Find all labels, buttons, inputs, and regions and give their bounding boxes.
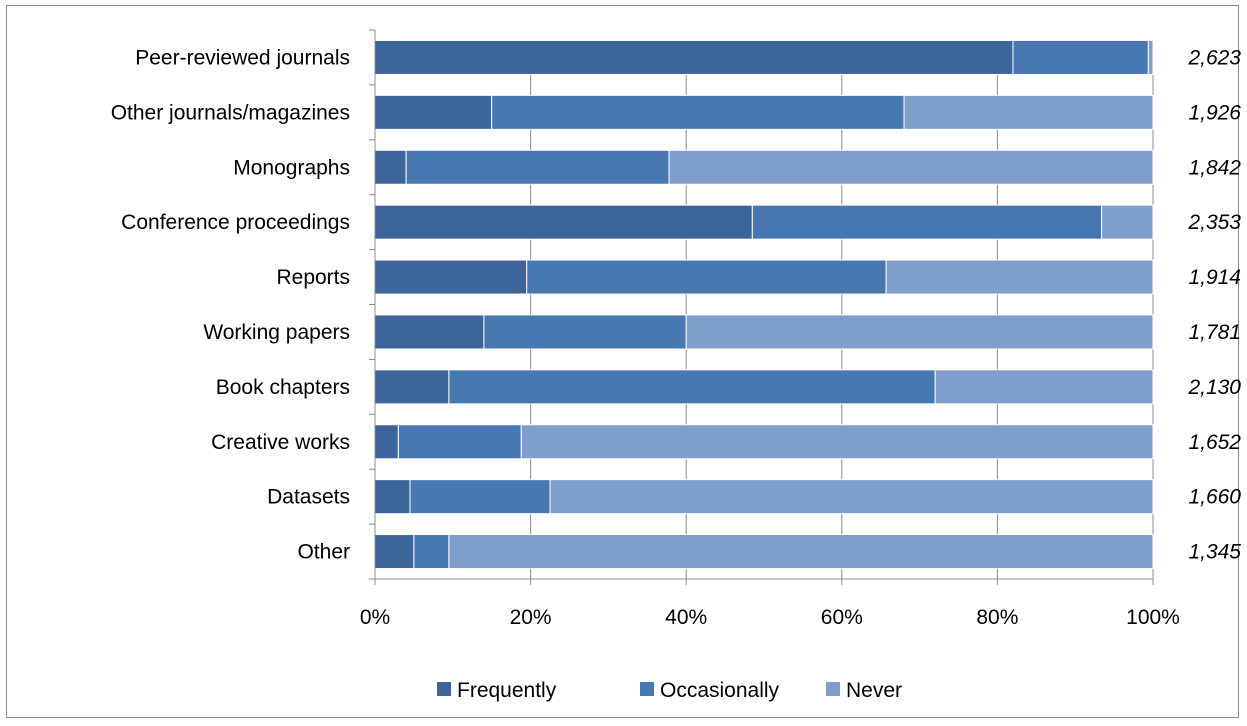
- count-label: 1,781: [1188, 321, 1241, 344]
- bar-segment: [526, 259, 887, 295]
- bar-segment: [1147, 39, 1154, 75]
- x-tick-label: 0%: [360, 606, 390, 629]
- bar-segment: [374, 94, 493, 130]
- bar-segment: [405, 149, 670, 185]
- bar-segment: [374, 204, 753, 240]
- count-label: 2,353: [1187, 211, 1241, 234]
- bar-segment: [374, 369, 450, 405]
- bar-segment: [491, 94, 905, 130]
- category-label: Other: [297, 541, 350, 564]
- category-label: Book chapters: [216, 376, 350, 399]
- category-label: Datasets: [267, 486, 350, 509]
- category-label: Reports: [276, 266, 350, 289]
- legend-swatch: [437, 682, 451, 696]
- category-label: Peer-reviewed journals: [135, 46, 350, 69]
- legend-label: Occasionally: [660, 679, 780, 702]
- x-tick-label: 60%: [821, 606, 863, 629]
- legend-swatch: [640, 682, 654, 696]
- bar-segment: [885, 259, 1154, 295]
- bar-segment: [397, 424, 522, 460]
- bar-segment: [751, 204, 1103, 240]
- count-label: 1,842: [1188, 156, 1241, 179]
- count-label: 2,623: [1187, 46, 1241, 69]
- x-tick-label: 20%: [510, 606, 552, 629]
- bar-segment: [374, 39, 1014, 75]
- count-label: 1,660: [1188, 486, 1241, 509]
- bar-segment: [448, 369, 936, 405]
- legend-swatch: [826, 682, 840, 696]
- bar-segment: [668, 149, 1154, 185]
- bar-segment: [685, 314, 1154, 350]
- count-label: 2,130: [1187, 376, 1241, 399]
- bar-segment: [934, 369, 1154, 405]
- legend-label: Never: [846, 679, 902, 702]
- count-label: 1,345: [1188, 541, 1241, 564]
- x-tick-label: 100%: [1126, 606, 1180, 629]
- category-label: Working papers: [203, 321, 350, 344]
- category-label: Other journals/magazines: [111, 101, 350, 124]
- legend-label: Frequently: [457, 679, 557, 702]
- count-label: 1,926: [1188, 101, 1241, 124]
- bar-segment: [483, 314, 687, 350]
- category-label: Conference proceedings: [121, 211, 350, 234]
- bar-segment: [374, 424, 399, 460]
- bar-segment: [903, 94, 1154, 130]
- bar-segment: [448, 534, 1154, 570]
- category-label: Monographs: [233, 156, 350, 179]
- bar-segment: [374, 314, 485, 350]
- bar-segment: [520, 424, 1154, 460]
- bar-segment: [549, 479, 1154, 515]
- count-label: 1,914: [1188, 266, 1241, 289]
- bar-segment: [409, 479, 551, 515]
- bar-segment: [374, 149, 407, 185]
- bar-segment: [1101, 204, 1154, 240]
- bar-segment: [413, 534, 450, 570]
- x-tick-label: 40%: [665, 606, 707, 629]
- x-tick-label: 80%: [976, 606, 1018, 629]
- bar-segment: [374, 534, 415, 570]
- bar-segment: [1012, 39, 1149, 75]
- bar-segment: [374, 259, 528, 295]
- bar-segment: [374, 479, 411, 515]
- count-label: 1,652: [1188, 431, 1241, 454]
- category-label: Creative works: [211, 431, 350, 454]
